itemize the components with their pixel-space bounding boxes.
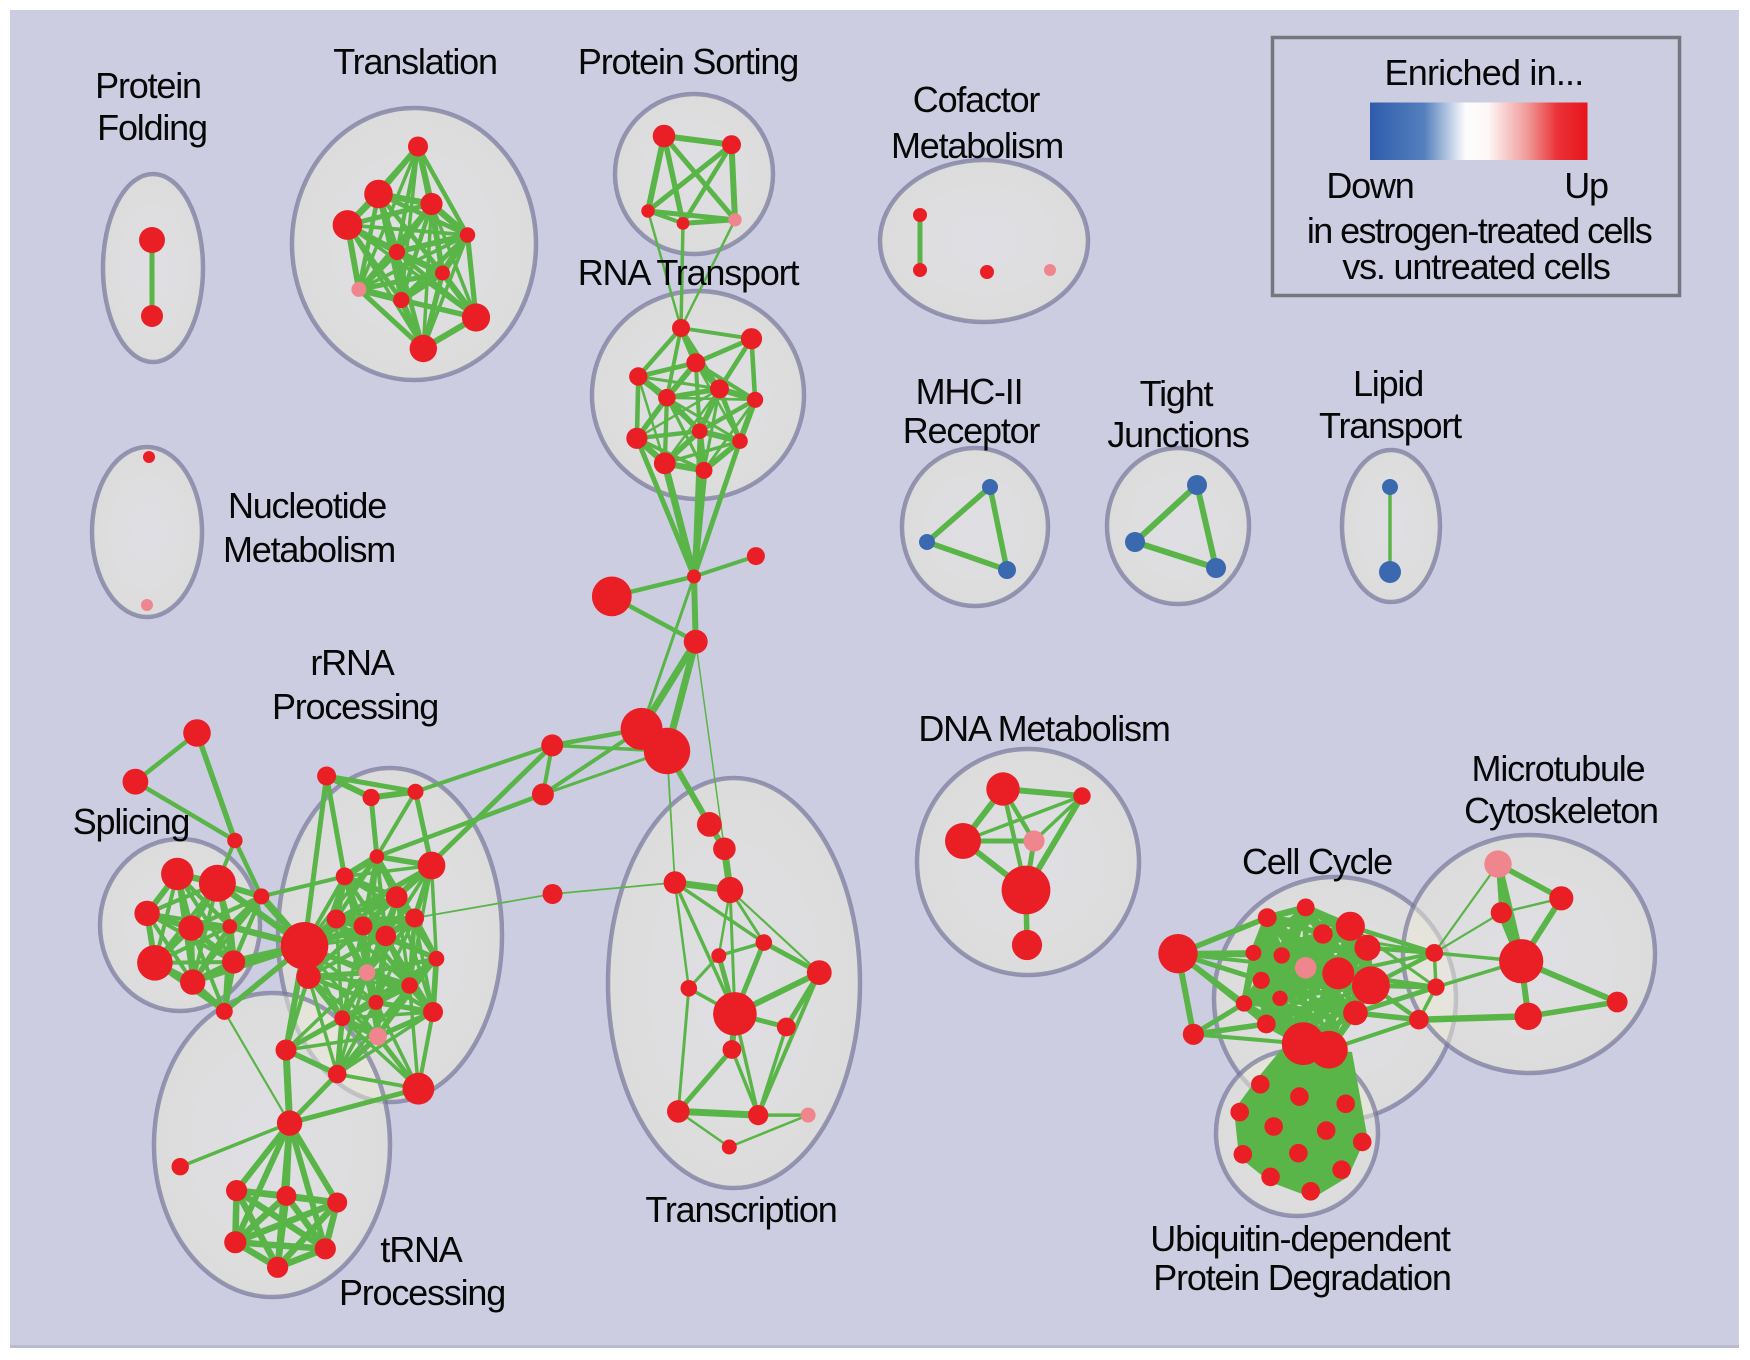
svg-text:DNA Metabolism: DNA Metabolism [918,708,1169,749]
svg-text:Protein Degradation: Protein Degradation [1153,1257,1450,1298]
svg-text:Junctions: Junctions [1107,414,1248,455]
svg-text:Processing: Processing [272,686,438,727]
svg-text:Nucleotide: Nucleotide [228,485,386,526]
svg-text:Tight: Tight [1140,373,1214,414]
svg-text:Folding: Folding [97,107,207,148]
svg-text:Splicing: Splicing [73,801,189,842]
svg-text:in estrogen-treated cells: in estrogen-treated cells [1307,210,1652,251]
svg-text:Processing: Processing [339,1272,505,1313]
svg-text:Metabolism: Metabolism [223,529,395,570]
svg-text:RNA Transport: RNA Transport [578,252,800,293]
svg-text:Ubiquitin-dependent: Ubiquitin-dependent [1150,1218,1451,1259]
svg-text:Transcription: Transcription [645,1189,836,1230]
svg-text:Receptor: Receptor [903,410,1041,451]
svg-text:Down: Down [1326,165,1413,206]
svg-text:Enriched in...: Enriched in... [1385,52,1584,93]
svg-text:Protein Sorting: Protein Sorting [578,41,798,82]
svg-text:Cytoskeleton: Cytoskeleton [1464,790,1658,831]
svg-text:Lipid: Lipid [1353,363,1423,404]
svg-text:Cofactor: Cofactor [913,79,1041,120]
svg-text:Translation: Translation [333,41,497,82]
svg-text:Up: Up [1564,165,1608,206]
svg-text:Transport: Transport [1319,405,1462,446]
svg-text:MHC-II: MHC-II [916,371,1023,412]
svg-text:tRNA: tRNA [380,1229,462,1270]
svg-text:Cell Cycle: Cell Cycle [1242,841,1392,882]
svg-text:vs. untreated cells: vs. untreated cells [1342,246,1610,287]
svg-text:Metabolism: Metabolism [891,125,1063,166]
svg-text:Protein: Protein [95,65,201,106]
svg-text:rRNA: rRNA [310,642,394,683]
svg-text:Microtubule: Microtubule [1472,748,1645,789]
